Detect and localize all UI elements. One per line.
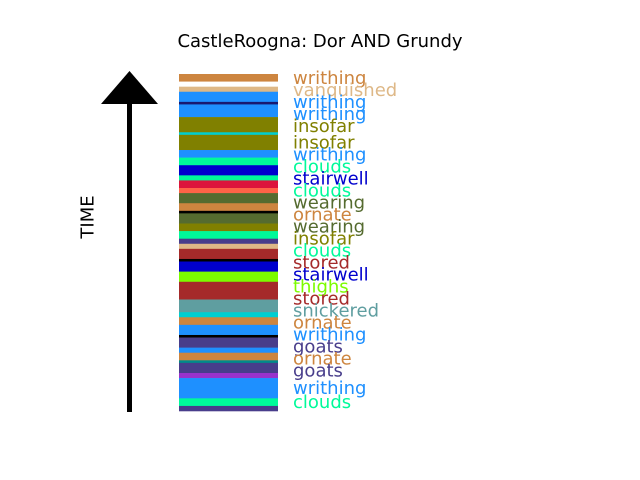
time-stripe [179,223,278,232]
time-stripe [179,405,278,412]
time-stripe [179,281,278,300]
stripe-label: clouds [293,180,351,201]
time-arrow-head [101,71,158,104]
time-stripe [179,324,278,336]
time-stripe [179,134,278,151]
time-stripe [179,258,278,262]
time-stripe [179,175,278,181]
stripe-label: vanquished [293,80,397,101]
stripe-label: writhing [293,104,366,125]
time-stripe [179,188,278,194]
time-stripe [179,243,278,250]
time-stripe [179,299,278,313]
stripe-label: writhing [293,378,366,399]
time-stripe [179,81,278,87]
time-stripe [179,347,278,354]
time-stripe [179,334,278,338]
stripe-label: ornate [293,312,352,333]
time-stripe [179,312,278,318]
time-stripe [179,210,278,214]
stripe-label: clouds [293,240,351,261]
time-stripe [179,86,278,93]
stripe-label: stored [293,288,350,309]
stripe-label: goats [293,336,343,357]
stripe-label: goats [293,360,343,381]
stripe-label: wearing [293,192,365,213]
time-stripe [179,238,278,245]
stripe-label: clouds [293,392,351,413]
stripe-label: writhing [293,92,366,113]
time-stripe [179,398,278,407]
stripe-label: wearing [293,216,365,237]
time-stripe [179,248,278,260]
stripe-label: writhing [293,68,366,89]
stripe-label: stairwell [293,264,369,285]
time-stripe [179,104,278,118]
time-stripe [179,165,278,176]
time-stripe [179,193,278,204]
time-stripe [179,213,278,224]
stripe-label: thighs [293,276,349,297]
time-stripe [179,150,278,158]
time-stripe [179,360,278,364]
time-stripe [179,261,278,272]
time-stripe [179,362,278,374]
stripe-label: clouds [293,156,351,177]
time-stripe [179,132,278,136]
time-stripe [179,101,278,105]
time-stripe [179,378,278,399]
time-stripe [179,317,278,326]
time-stripe [179,337,278,348]
time-stripe [179,271,278,283]
chart-title: CastleRoogna: Dor AND Grundy [177,31,463,52]
stripe-label: insofar [293,132,355,153]
time-stripe [179,203,278,212]
stripe-label: snickered [293,300,379,321]
time-stripe [179,117,278,133]
label-column: writhingvanquishedwrithingwrithinginsofa… [293,68,397,413]
time-arrow-shaft [127,102,132,412]
stripe-label: ornate [293,348,352,369]
time-stripe [179,372,278,379]
time-stripe [179,157,278,166]
stripe-label: insofar [293,116,355,137]
time-stripe [179,91,278,103]
time-stripe [179,74,278,82]
stripe-label: stored [293,252,350,273]
time-stripe [179,231,278,239]
time-stripe [179,180,278,189]
stripe-label: stairwell [293,168,369,189]
stripe-column [179,74,278,412]
stripe-label: ornate [293,204,352,225]
stripe-label: insofar [293,228,355,249]
time-stripe [179,352,278,361]
stripe-label: writhing [293,144,366,165]
stripe-label: writhing [293,324,366,345]
